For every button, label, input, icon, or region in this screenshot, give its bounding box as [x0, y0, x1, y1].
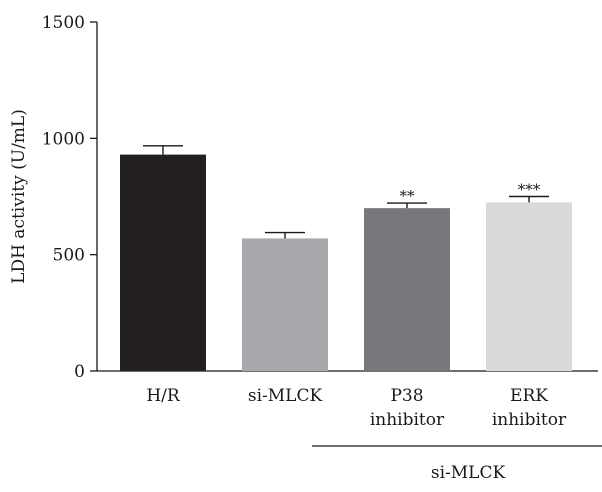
significance-3: *** [518, 181, 541, 199]
bar-0 [120, 154, 206, 371]
bar-2 [364, 208, 450, 371]
bar-3 [486, 202, 572, 371]
y-axis-title: LDH activity (U/mL) [9, 109, 29, 284]
group-bracket: si-MLCK [312, 445, 602, 483]
y-tick-label-2: 1000 [42, 129, 85, 149]
category-label-0: H/R [146, 386, 181, 406]
significance-2: ** [400, 187, 416, 205]
group-bracket-label: si-MLCK [431, 463, 506, 483]
category-label-3: ERK inhibitor [492, 386, 567, 430]
bar-1 [242, 238, 328, 371]
y-tick-label-3: 1500 [42, 13, 85, 33]
bars [120, 154, 572, 371]
category-label-2: P38 inhibitor [370, 386, 445, 430]
y-tick-label-1: 500 [53, 246, 85, 266]
category-label-1: si-MLCK [248, 386, 323, 406]
category-labels: H/R si-MLCK P38 inhibitor ERK inhibitor [146, 386, 567, 430]
error-bars [143, 145, 549, 239]
significance-markers: ** *** [400, 181, 541, 206]
y-tick-label-0: 0 [74, 362, 85, 382]
y-ticks: 0 500 1000 1500 [42, 13, 97, 382]
